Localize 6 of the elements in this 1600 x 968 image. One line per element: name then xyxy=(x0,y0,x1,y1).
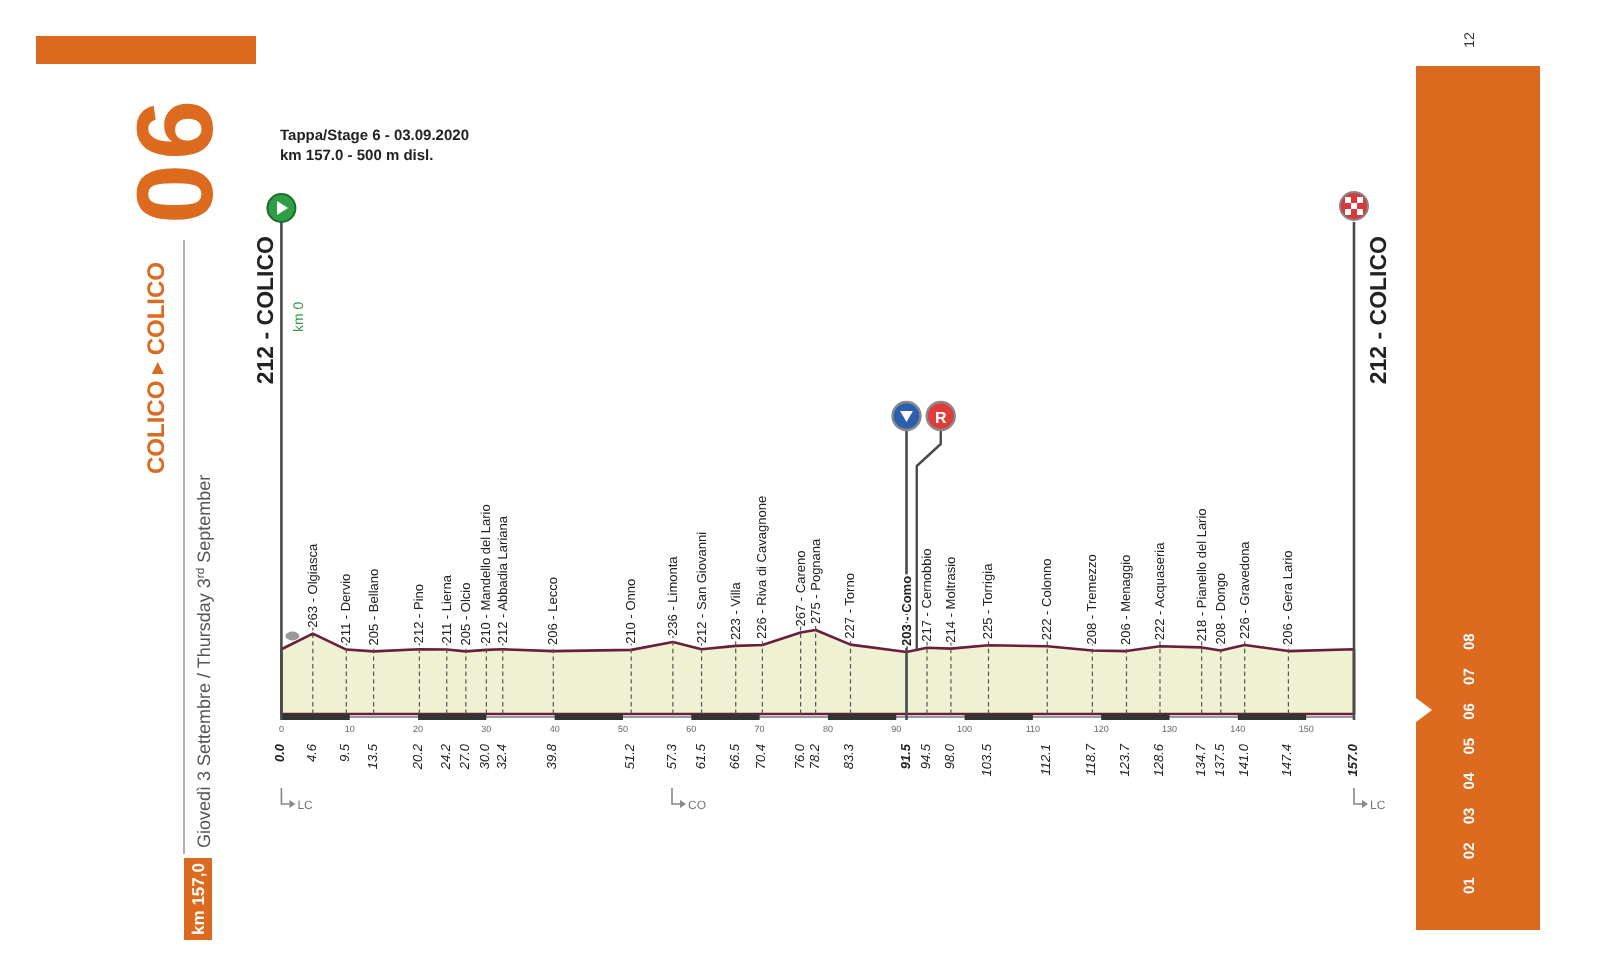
text: km 157,0 xyxy=(188,862,208,935)
text: 06 xyxy=(116,95,236,224)
text: 212 - COLICO xyxy=(255,235,280,385)
chart-title: COLICO ▸ COLICO xyxy=(142,261,170,474)
ref-line-label: R xyxy=(934,408,947,426)
text: 212 - COLICO xyxy=(1368,235,1392,385)
